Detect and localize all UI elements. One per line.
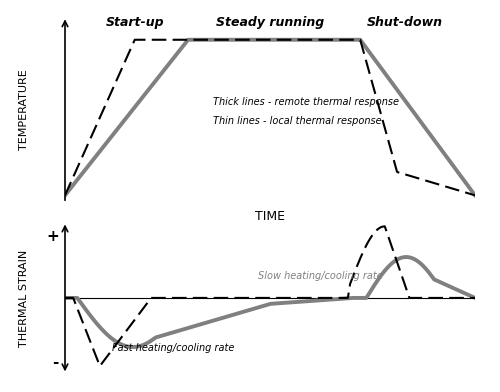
Text: Fast heating/cooling rate: Fast heating/cooling rate (112, 343, 234, 353)
Text: Shut-down: Shut-down (368, 16, 444, 29)
Text: Thick lines - remote thermal response: Thick lines - remote thermal response (212, 97, 398, 107)
Text: Start-up: Start-up (106, 16, 164, 29)
Text: Steady running: Steady running (216, 16, 324, 29)
Text: +: + (46, 229, 59, 244)
Text: TEMPERATURE: TEMPERATURE (19, 69, 29, 150)
Text: -: - (52, 355, 59, 370)
Text: THERMAL STRAIN: THERMAL STRAIN (19, 249, 29, 347)
Text: Thin lines - local thermal response: Thin lines - local thermal response (212, 116, 381, 126)
Text: Slow heating/cooling rate: Slow heating/cooling rate (258, 271, 382, 281)
Text: TIME: TIME (255, 210, 285, 223)
